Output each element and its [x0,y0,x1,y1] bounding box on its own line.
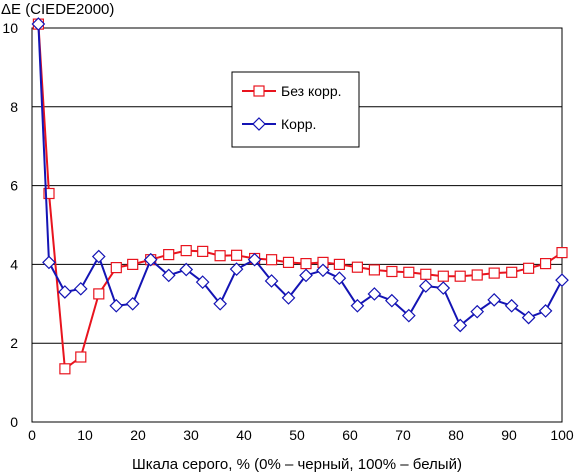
legend-box [231,71,360,148]
data-point-diamond [109,298,124,313]
data-point-diamond [487,293,502,307]
x-tick-label: 20 [130,427,146,443]
data-point-diamond [229,262,244,276]
x-tick-label: 100 [550,427,574,443]
x-tick-label: 70 [395,427,411,443]
data-point-diamond [281,291,296,305]
data-point-square [43,187,55,200]
data-point-square [163,249,175,261]
data-point-square [522,262,535,274]
data-point-square [506,266,518,278]
data-point-square [110,262,122,274]
legend-item-bez-korr: Без корр. [242,83,342,99]
series-korr [31,17,569,333]
plot-frame [31,27,563,423]
x-tick-label: 40 [236,427,252,443]
x-tick-label: 30 [183,427,199,443]
data-point-diamond [195,275,210,289]
data-point-diamond [555,273,569,288]
data-point-square [197,245,209,257]
data-point-square [59,363,71,375]
data-point-square [333,258,345,270]
data-point-square [282,256,295,268]
data-point-diamond [316,263,330,278]
data-point-square [93,288,105,300]
data-point-diamond [436,281,451,295]
data-point-square [231,249,243,261]
data-point-diamond [143,252,158,267]
data-point-diamond [73,281,88,296]
data-point-diamond [31,17,46,31]
legend-label-bez-korr: Без корр. [281,83,342,99]
series-group [31,17,569,375]
y-tick-label: 0 [10,414,18,430]
data-point-diamond [385,293,399,308]
y-tick-label: 2 [10,335,18,351]
data-point-diamond [538,304,553,318]
data-point-square [488,267,500,279]
data-point-diamond [179,262,194,277]
data-point-diamond [504,298,519,313]
data-point-square [351,261,363,273]
y-tick-label: 4 [10,256,18,272]
data-point-square [214,250,226,262]
data-point-square [403,266,415,278]
data-point-square [454,270,466,282]
data-point-diamond [58,285,72,299]
data-point-diamond [91,249,106,264]
data-point-diamond [418,279,433,293]
data-point-square [539,258,552,270]
legend-label-korr: Корр. [281,116,316,132]
x-tick-label: 80 [448,427,464,443]
data-point-square [556,247,568,259]
y-axis-title: ΔE (CIEDE2000) [1,1,114,18]
data-point-diamond [247,252,262,267]
data-point-square [180,245,192,257]
legend-marker-square [253,85,265,97]
data-point-diamond [213,296,227,311]
data-point-diamond [401,308,416,323]
x-tick-label: 0 [28,427,36,443]
data-point-diamond [264,274,279,288]
data-point-diamond [521,310,536,325]
x-axis-title: Шкала серого, % (0% – черный, 100% – бел… [132,456,462,472]
x-tick-label: 90 [501,427,517,443]
y-tick-label: 8 [10,99,18,115]
data-point-square [386,265,398,278]
data-point-square [420,268,432,280]
data-point-square [266,254,278,266]
data-point-square [127,258,139,270]
legend: Без корр. Корр. [231,71,360,148]
x-tick-label: 50 [289,427,305,443]
data-point-diamond [299,268,313,283]
data-point-diamond [161,268,176,283]
data-point-square [471,269,483,281]
data-point-diamond [350,298,365,313]
y-tick-label: 6 [10,178,18,194]
data-point-diamond [470,304,485,319]
legend-item-korr: Корр. [242,116,316,132]
x-tick-label: 10 [77,427,93,443]
legend-marker-diamond [252,117,266,131]
y-tick-label: 10 [2,20,18,36]
data-point-diamond [125,296,140,311]
data-point-diamond [367,287,382,301]
data-point-square [368,264,380,276]
data-point-diamond [332,271,347,286]
data-point-diamond [42,255,56,270]
data-point-square [75,351,87,363]
data-point-diamond [453,318,468,333]
data-point-square [300,258,312,270]
data-point-square [437,270,449,282]
x-tick-label: 60 [342,427,358,443]
